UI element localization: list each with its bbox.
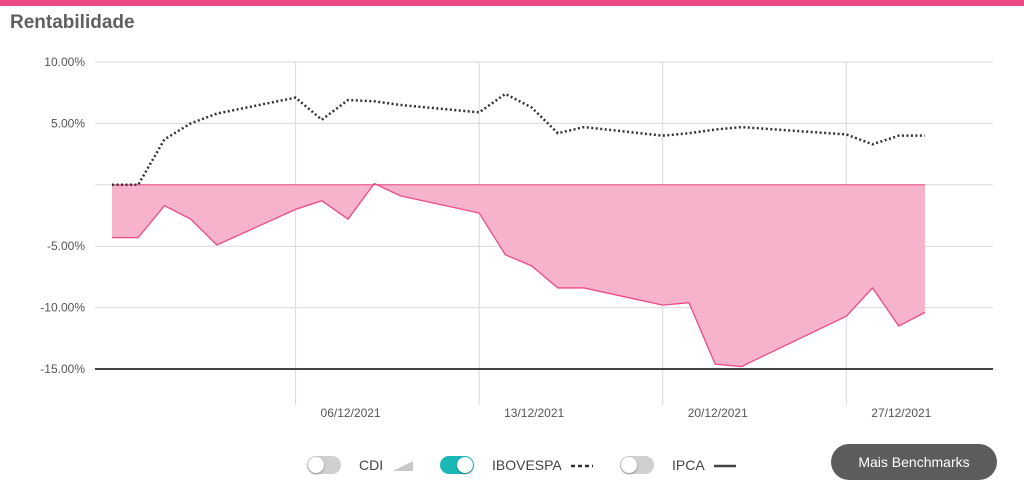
cdi-toggle[interactable] (307, 456, 341, 474)
top-accent-bar (0, 0, 1024, 6)
cdi-label: CDI (359, 457, 384, 473)
performance-chart: 10.00% 5.00% -5.00% -10.00% -15.00% 06/12/202… (40, 55, 993, 420)
y-tick-label: -5.00% (47, 239, 85, 253)
x-tick-label: 13/12/2021 (504, 406, 564, 420)
fund-area (112, 183, 925, 367)
y-tick-label: 5.00% (51, 116, 85, 130)
area-triangle-icon (393, 461, 414, 471)
solid-line-icon (713, 464, 736, 468)
y-tick-label: -15.00% (40, 362, 85, 376)
toggle-knob (308, 457, 324, 473)
legend-ibovespa[interactable]: IBOVESPA (440, 452, 594, 478)
ipca-toggle[interactable] (620, 456, 654, 474)
legend-cdi[interactable]: CDI (307, 452, 415, 478)
toggle-knob (457, 457, 473, 473)
dotted-line-icon (570, 464, 593, 468)
page-title: Rentabilidade (10, 12, 135, 33)
x-tick-label: 06/12/2021 (321, 406, 381, 420)
y-tick-label: 10.00% (44, 55, 85, 69)
ipca-label: IPCA (672, 457, 705, 473)
toggle-knob (621, 457, 637, 473)
ibovespa-label: IBOVESPA (492, 457, 562, 473)
x-tick-label: 27/12/2021 (871, 406, 931, 420)
more-benchmarks-button[interactable]: Mais Benchmarks (831, 444, 997, 480)
legend-ipca[interactable]: IPCA (620, 452, 737, 478)
ibovespa-line (112, 92, 925, 187)
x-tick-label: 20/12/2021 (688, 406, 748, 420)
y-tick-label: -10.00% (40, 301, 85, 315)
fund-line (112, 182, 926, 368)
ibovespa-toggle[interactable] (440, 456, 474, 474)
